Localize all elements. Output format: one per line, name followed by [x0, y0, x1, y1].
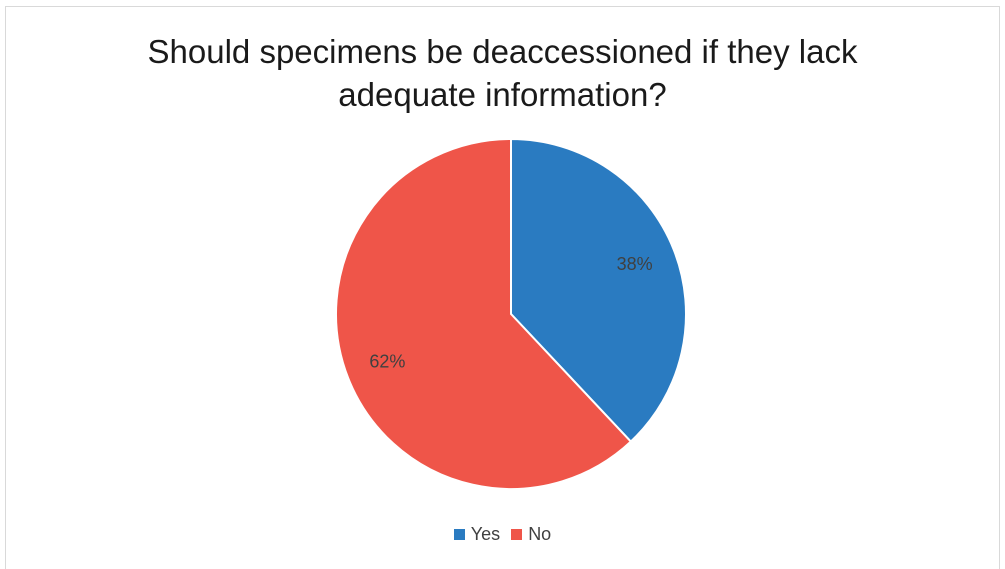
chart-title: Should specimens be deaccessioned if the… [0, 30, 1005, 116]
pie-slice-yes[interactable] [510, 137, 688, 443]
data-label-no: 62% [369, 352, 405, 372]
data-label-yes: 38% [617, 254, 653, 274]
legend-swatch-yes [453, 529, 465, 540]
legend-label-yes: Yes [470, 524, 501, 544]
legend-item-no[interactable]: No [511, 524, 551, 545]
chart-title-line-2: adequate information? [338, 76, 667, 113]
pie-slice-no[interactable] [335, 137, 633, 490]
legend-swatch-no [511, 529, 523, 540]
legend-label-no: No [528, 524, 552, 544]
legend-item-yes[interactable]: Yes [453, 524, 501, 545]
chart-title-line-1: Should specimens be deaccessioned if the… [147, 33, 858, 70]
legend: Yes No [0, 524, 1005, 545]
